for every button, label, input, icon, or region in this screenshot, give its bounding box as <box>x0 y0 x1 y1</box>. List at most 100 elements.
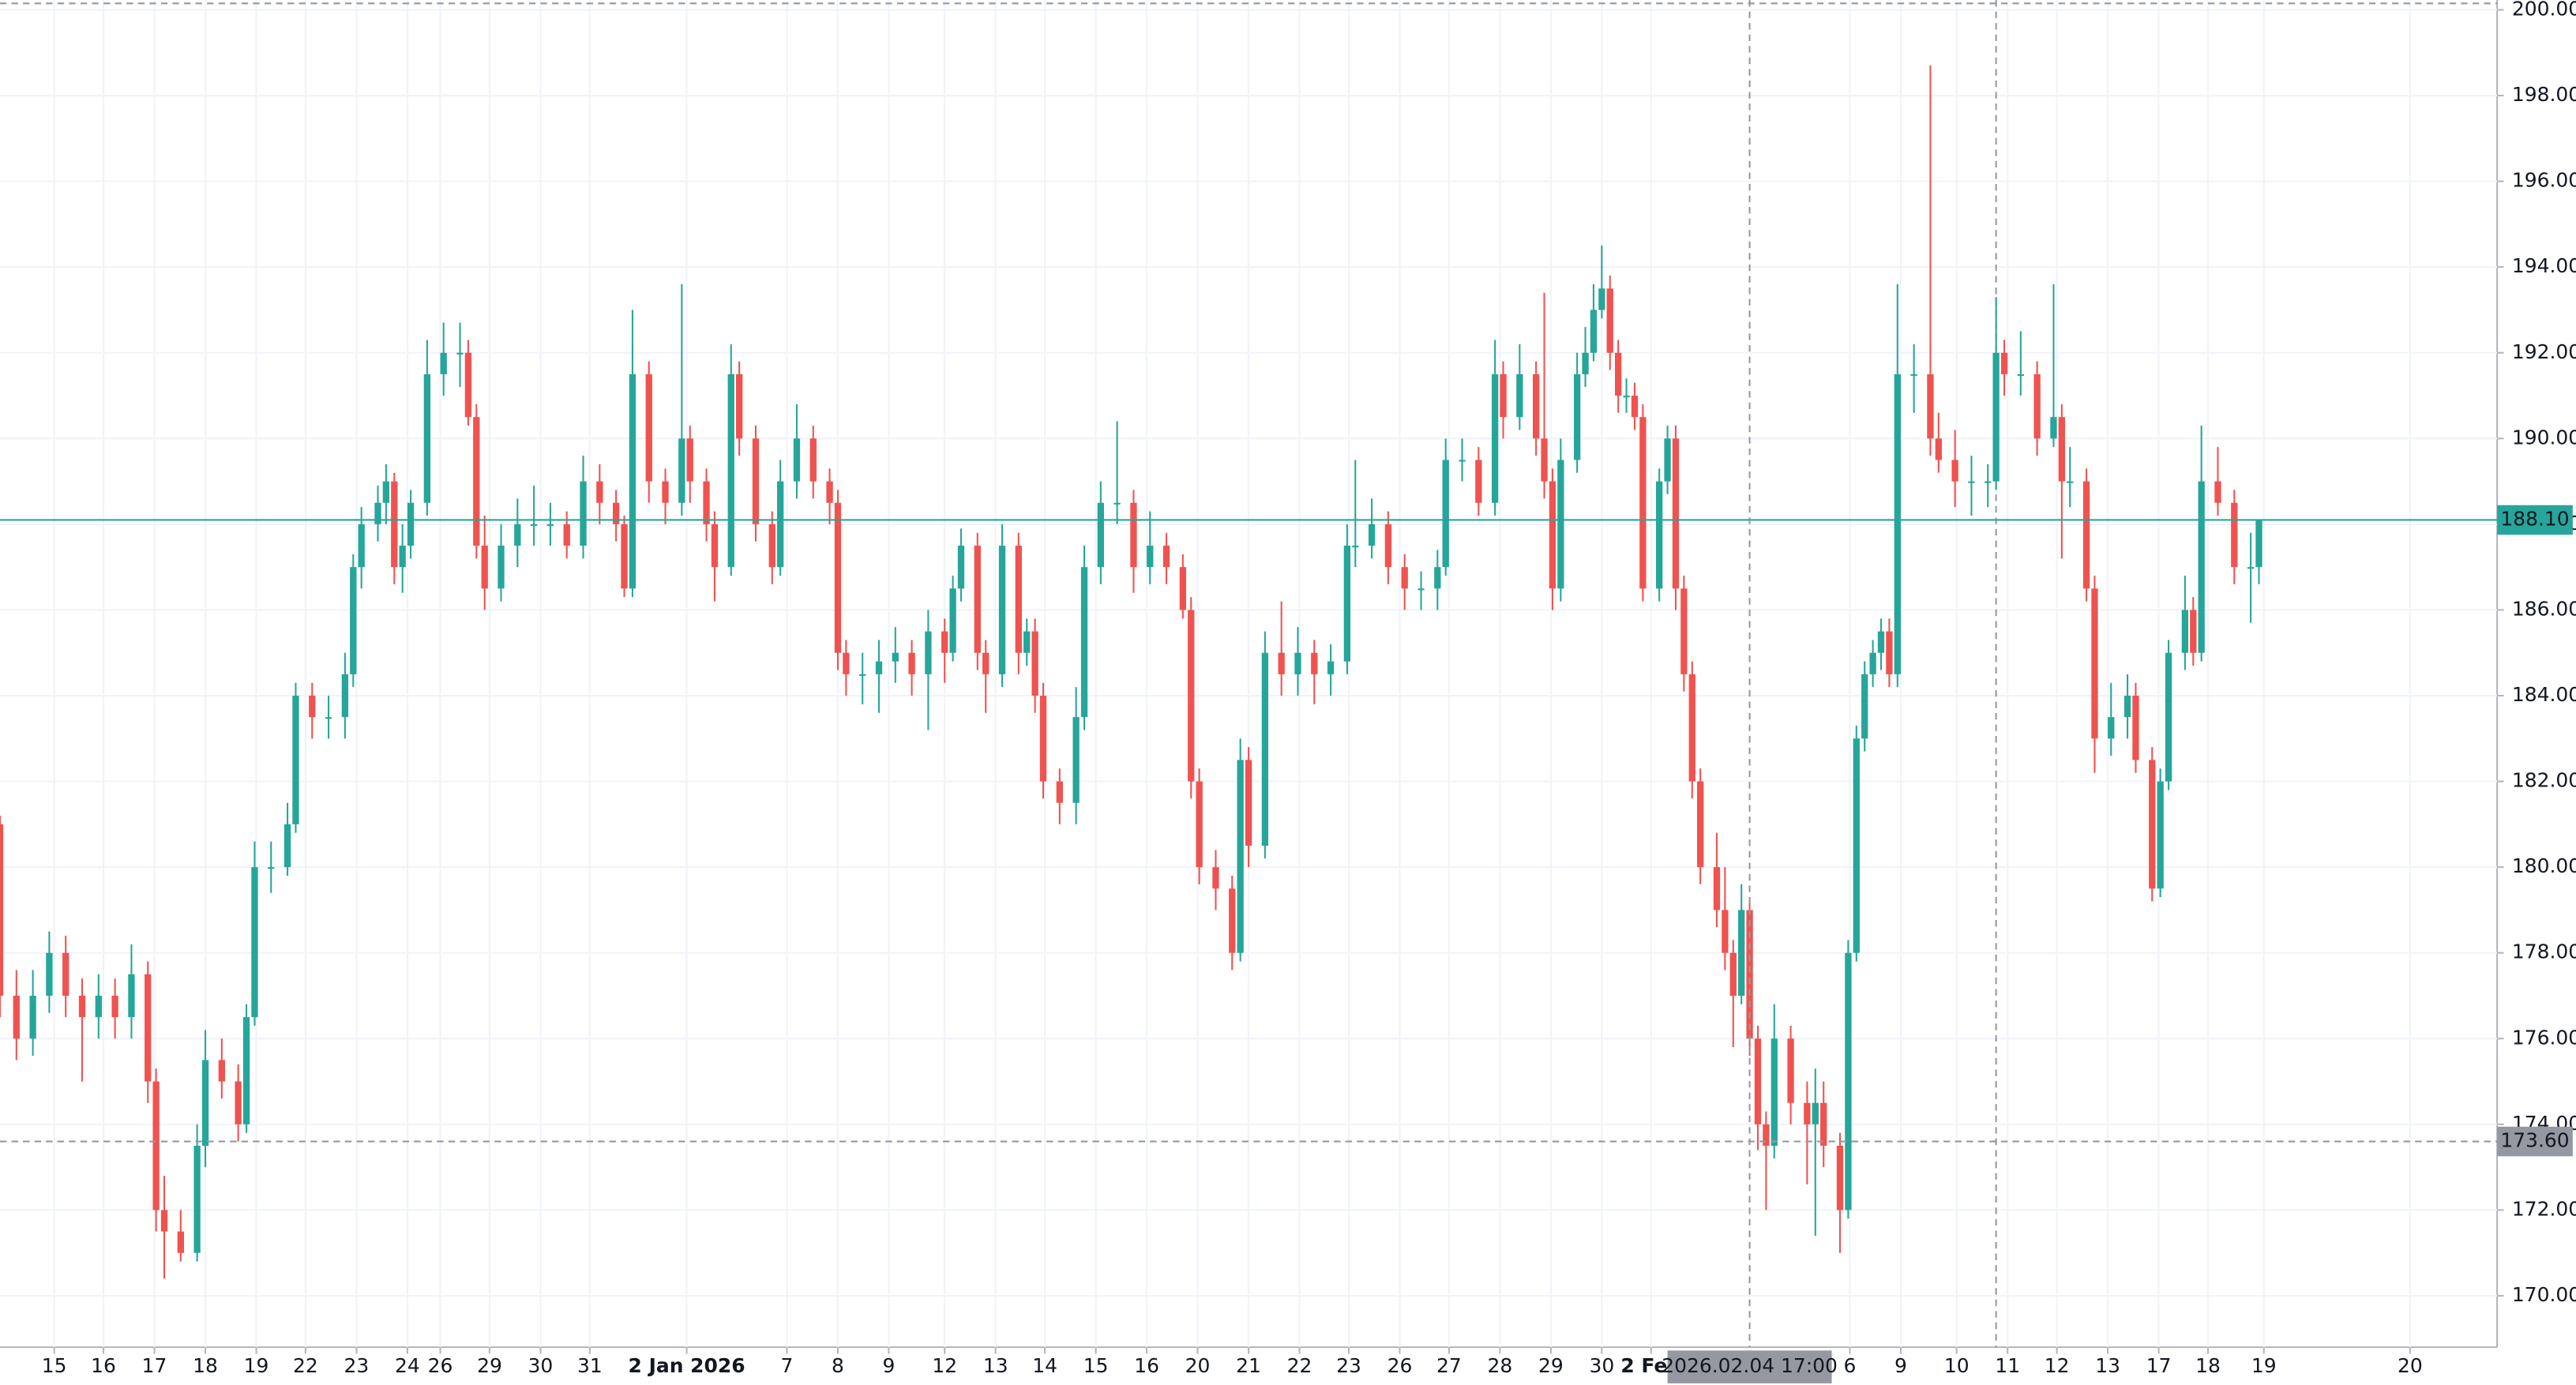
candle-body <box>498 546 505 589</box>
y-tick-label: 190.00 <box>2512 426 2576 449</box>
candle-body <box>1804 1102 1811 1124</box>
candle-body <box>62 952 69 997</box>
candle-body <box>1179 567 1187 610</box>
candle-body <box>382 481 390 503</box>
candle-body <box>1023 631 1031 653</box>
candle-body <box>629 373 636 589</box>
candle-body <box>1056 781 1063 803</box>
candle-body <box>1722 910 1729 953</box>
candle-body <box>703 481 710 524</box>
x-tick-label: 15 <box>42 1354 67 1377</box>
candle-body <box>530 524 538 526</box>
y-tick-label: 176.00 <box>2512 1026 2576 1049</box>
last-price-label: 188.10 <box>2500 507 2569 530</box>
candle-body <box>1130 502 1137 568</box>
candle-body <box>711 524 719 568</box>
candle-body <box>678 438 685 503</box>
candle-body <box>1113 502 1121 505</box>
candle-body <box>563 524 570 546</box>
candle-body <box>1763 1124 1770 1147</box>
candle-body <box>1541 438 1548 482</box>
y-tick-label: 196.00 <box>2512 169 2576 192</box>
candle-body <box>1877 631 1885 653</box>
candle-body <box>1787 1038 1794 1103</box>
x-tick-label: 22 <box>293 1354 318 1377</box>
candle-body <box>1573 373 1581 460</box>
candle-body <box>2033 373 2041 439</box>
candle-body <box>440 352 447 374</box>
x-tick-label: 12 <box>932 1354 957 1377</box>
candle-body <box>46 952 53 997</box>
candle-body <box>1754 1038 1762 1124</box>
candle-body <box>2132 696 2139 760</box>
x-tick-label: 8 <box>832 1354 844 1377</box>
candle-body <box>1845 952 1852 1210</box>
y-tick-label: 182.00 <box>2512 769 2576 792</box>
candle-body <box>481 546 488 589</box>
candle-body <box>1697 781 1704 868</box>
candle-body <box>826 481 833 503</box>
candle-body <box>1951 460 1958 482</box>
candle-body <box>1327 661 1335 674</box>
candle-body <box>407 502 415 546</box>
candle-body <box>612 502 620 524</box>
candle-body <box>1237 760 1244 953</box>
y-tick-label: 178.00 <box>2512 940 2576 963</box>
candle-body <box>892 652 899 662</box>
candle-body <box>875 661 883 674</box>
candle-body <box>2181 610 2189 653</box>
candle-body <box>1147 546 1154 568</box>
candle-body <box>2190 610 2197 653</box>
candle-body <box>1532 373 1540 439</box>
x-tick-label: 2 Jan 2026 <box>629 1354 745 1377</box>
x-tick-label: 29 <box>477 1354 502 1377</box>
candle-body <box>941 631 948 653</box>
y-tick-label: 180.00 <box>2512 854 2576 877</box>
candle-body <box>1614 352 1622 396</box>
x-tick-label: 30 <box>528 1354 554 1377</box>
candle-body <box>1985 481 1992 483</box>
x-tick-label: 9 <box>883 1354 896 1377</box>
candle-body <box>1886 631 1893 674</box>
candle-body <box>1861 674 1868 739</box>
candle-body <box>1352 546 1359 548</box>
candle-body <box>514 524 521 546</box>
x-tick-label: 26 <box>428 1354 453 1377</box>
candle-body <box>218 1060 226 1082</box>
candle-body <box>193 1146 201 1253</box>
candle-body <box>2067 481 2074 483</box>
candle-body <box>2165 652 2172 782</box>
y-tick-label: 172.00 <box>2512 1197 2576 1220</box>
candle-body <box>2247 567 2255 569</box>
candle-body <box>1080 567 1088 718</box>
y-tick-label: 200.00 <box>2512 0 2576 20</box>
candle-body <box>1491 373 1499 503</box>
candle-body <box>1623 396 1630 398</box>
x-tick-label: 11 <box>1995 1354 2020 1377</box>
candle-body <box>974 546 981 653</box>
candle-body <box>1343 546 1351 662</box>
candle-body <box>621 524 628 589</box>
candle-body <box>1812 1102 1819 1124</box>
candle-body <box>152 1081 160 1210</box>
x-tick-label: 12 <box>2045 1354 2070 1377</box>
candle-body <box>1606 288 1613 353</box>
candle-body <box>752 438 760 524</box>
x-tick-label: 22 <box>1287 1354 1312 1377</box>
candle-body <box>1015 546 1022 653</box>
candle-body <box>201 1060 209 1147</box>
candle-body <box>686 438 693 482</box>
x-tick-label: 14 <box>1032 1354 1057 1377</box>
candle-body <box>1459 460 1466 462</box>
x-tick-label: 6 <box>1844 1354 1857 1377</box>
y-tick-label: 184.00 <box>2512 683 2576 706</box>
candle-body <box>128 974 135 1018</box>
candle-body <box>2082 481 2090 589</box>
candle-body <box>464 352 472 418</box>
x-tick-label: 24 <box>395 1354 420 1377</box>
y-tick-label: 192.00 <box>2512 340 2576 363</box>
candle-body <box>2000 352 2008 374</box>
x-tick-label: 27 <box>1436 1354 1462 1377</box>
candle-body <box>2214 481 2221 503</box>
candle-body <box>473 417 480 546</box>
